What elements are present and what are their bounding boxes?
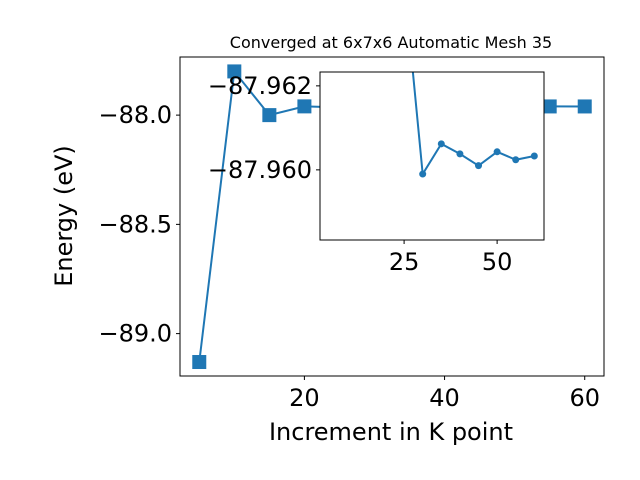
marker xyxy=(475,162,483,170)
y-tick-label: −89.0 xyxy=(98,320,172,348)
marker xyxy=(456,150,464,158)
plot-frame xyxy=(319,71,545,241)
x-tick-label: 40 xyxy=(429,384,460,412)
marker xyxy=(419,170,427,178)
marker xyxy=(530,152,538,160)
y-axis-label: Energy (eV) xyxy=(50,145,78,287)
marker xyxy=(437,140,445,148)
marker xyxy=(297,99,312,114)
plot-frame xyxy=(179,56,605,377)
chart-title: Converged at 6x7x6 Automatic Mesh 35 xyxy=(230,33,552,52)
y-tick-label: −87.962 xyxy=(208,72,312,100)
x-tick-label: 50 xyxy=(482,248,513,276)
y-tick-label: −88.0 xyxy=(98,101,172,129)
marker xyxy=(577,99,592,114)
marker xyxy=(542,99,557,114)
x-axis-label: Increment in K point xyxy=(269,418,513,446)
marker xyxy=(512,156,520,164)
y-tick-label: −88.5 xyxy=(98,210,172,238)
x-tick-label: 25 xyxy=(389,248,420,276)
x-tick-label: 20 xyxy=(289,384,320,412)
y-tick-label: −87.960 xyxy=(208,156,312,184)
marker xyxy=(493,148,501,156)
marker xyxy=(192,355,207,370)
series xyxy=(411,72,538,178)
marker xyxy=(262,108,277,123)
marker xyxy=(227,64,242,79)
x-tick-label: 60 xyxy=(569,384,600,412)
plot-area xyxy=(320,72,544,240)
